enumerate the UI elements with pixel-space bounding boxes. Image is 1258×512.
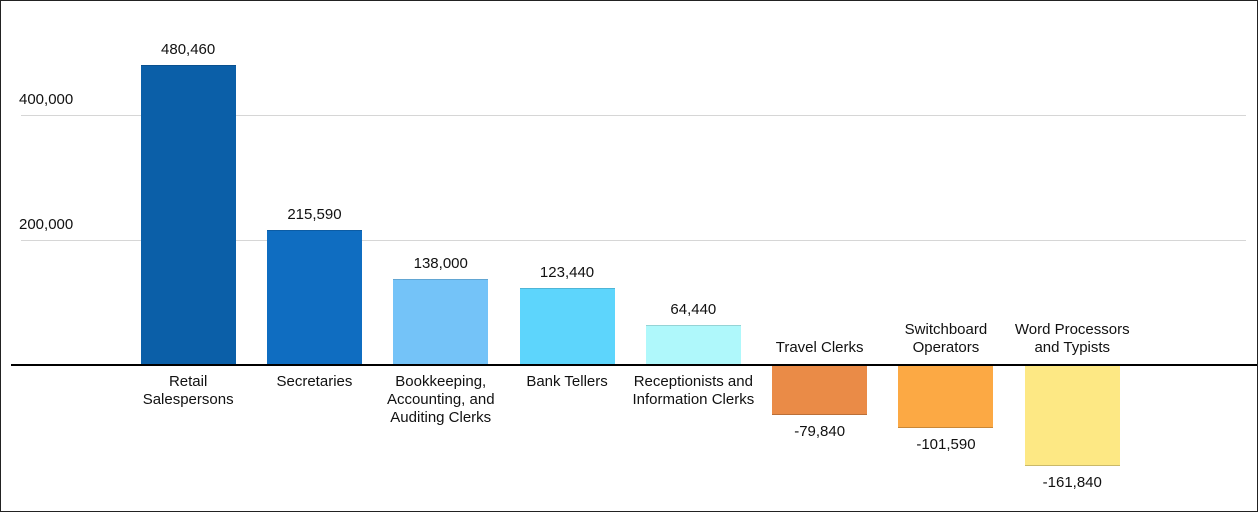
- x-tick-label: Word Processors and Typists: [1014, 321, 1130, 356]
- x-tick-label: Switchboard Operators: [904, 321, 988, 356]
- x-tick-label: Bookkeeping, Accounting, and Auditing Cl…: [386, 373, 495, 426]
- value-label: 138,000: [413, 254, 468, 272]
- x-tick-label: Bank Tellers: [526, 373, 608, 390]
- x-tick-label: Travel Clerks: [775, 339, 864, 356]
- x-tick-label: Secretaries: [276, 373, 353, 390]
- x-tick-label: Retail Salespersons: [142, 373, 234, 408]
- bar: [393, 278, 489, 365]
- bar: [645, 324, 741, 365]
- value-label: 64,440: [670, 300, 717, 318]
- bar: [898, 365, 994, 429]
- bar: [266, 230, 362, 365]
- value-label: -161,840: [1042, 474, 1102, 492]
- grid-line: [21, 239, 1246, 241]
- value-label: 123,440: [539, 263, 595, 281]
- value-label: -101,590: [916, 436, 976, 454]
- zero-line: [11, 364, 1257, 366]
- y-tick-label: 200,000: [19, 216, 74, 233]
- x-tick-label: Receptionists and Information Clerks: [632, 373, 755, 408]
- bar: [519, 287, 615, 365]
- bar: [772, 365, 868, 415]
- value-label: -79,840: [794, 422, 846, 440]
- value-label: 480,460: [161, 40, 216, 58]
- grid-line: [21, 114, 1246, 116]
- value-label: 215,590: [287, 206, 342, 224]
- y-tick-label: 400,000: [19, 91, 74, 108]
- bar: [140, 64, 236, 365]
- bar: [1024, 365, 1120, 467]
